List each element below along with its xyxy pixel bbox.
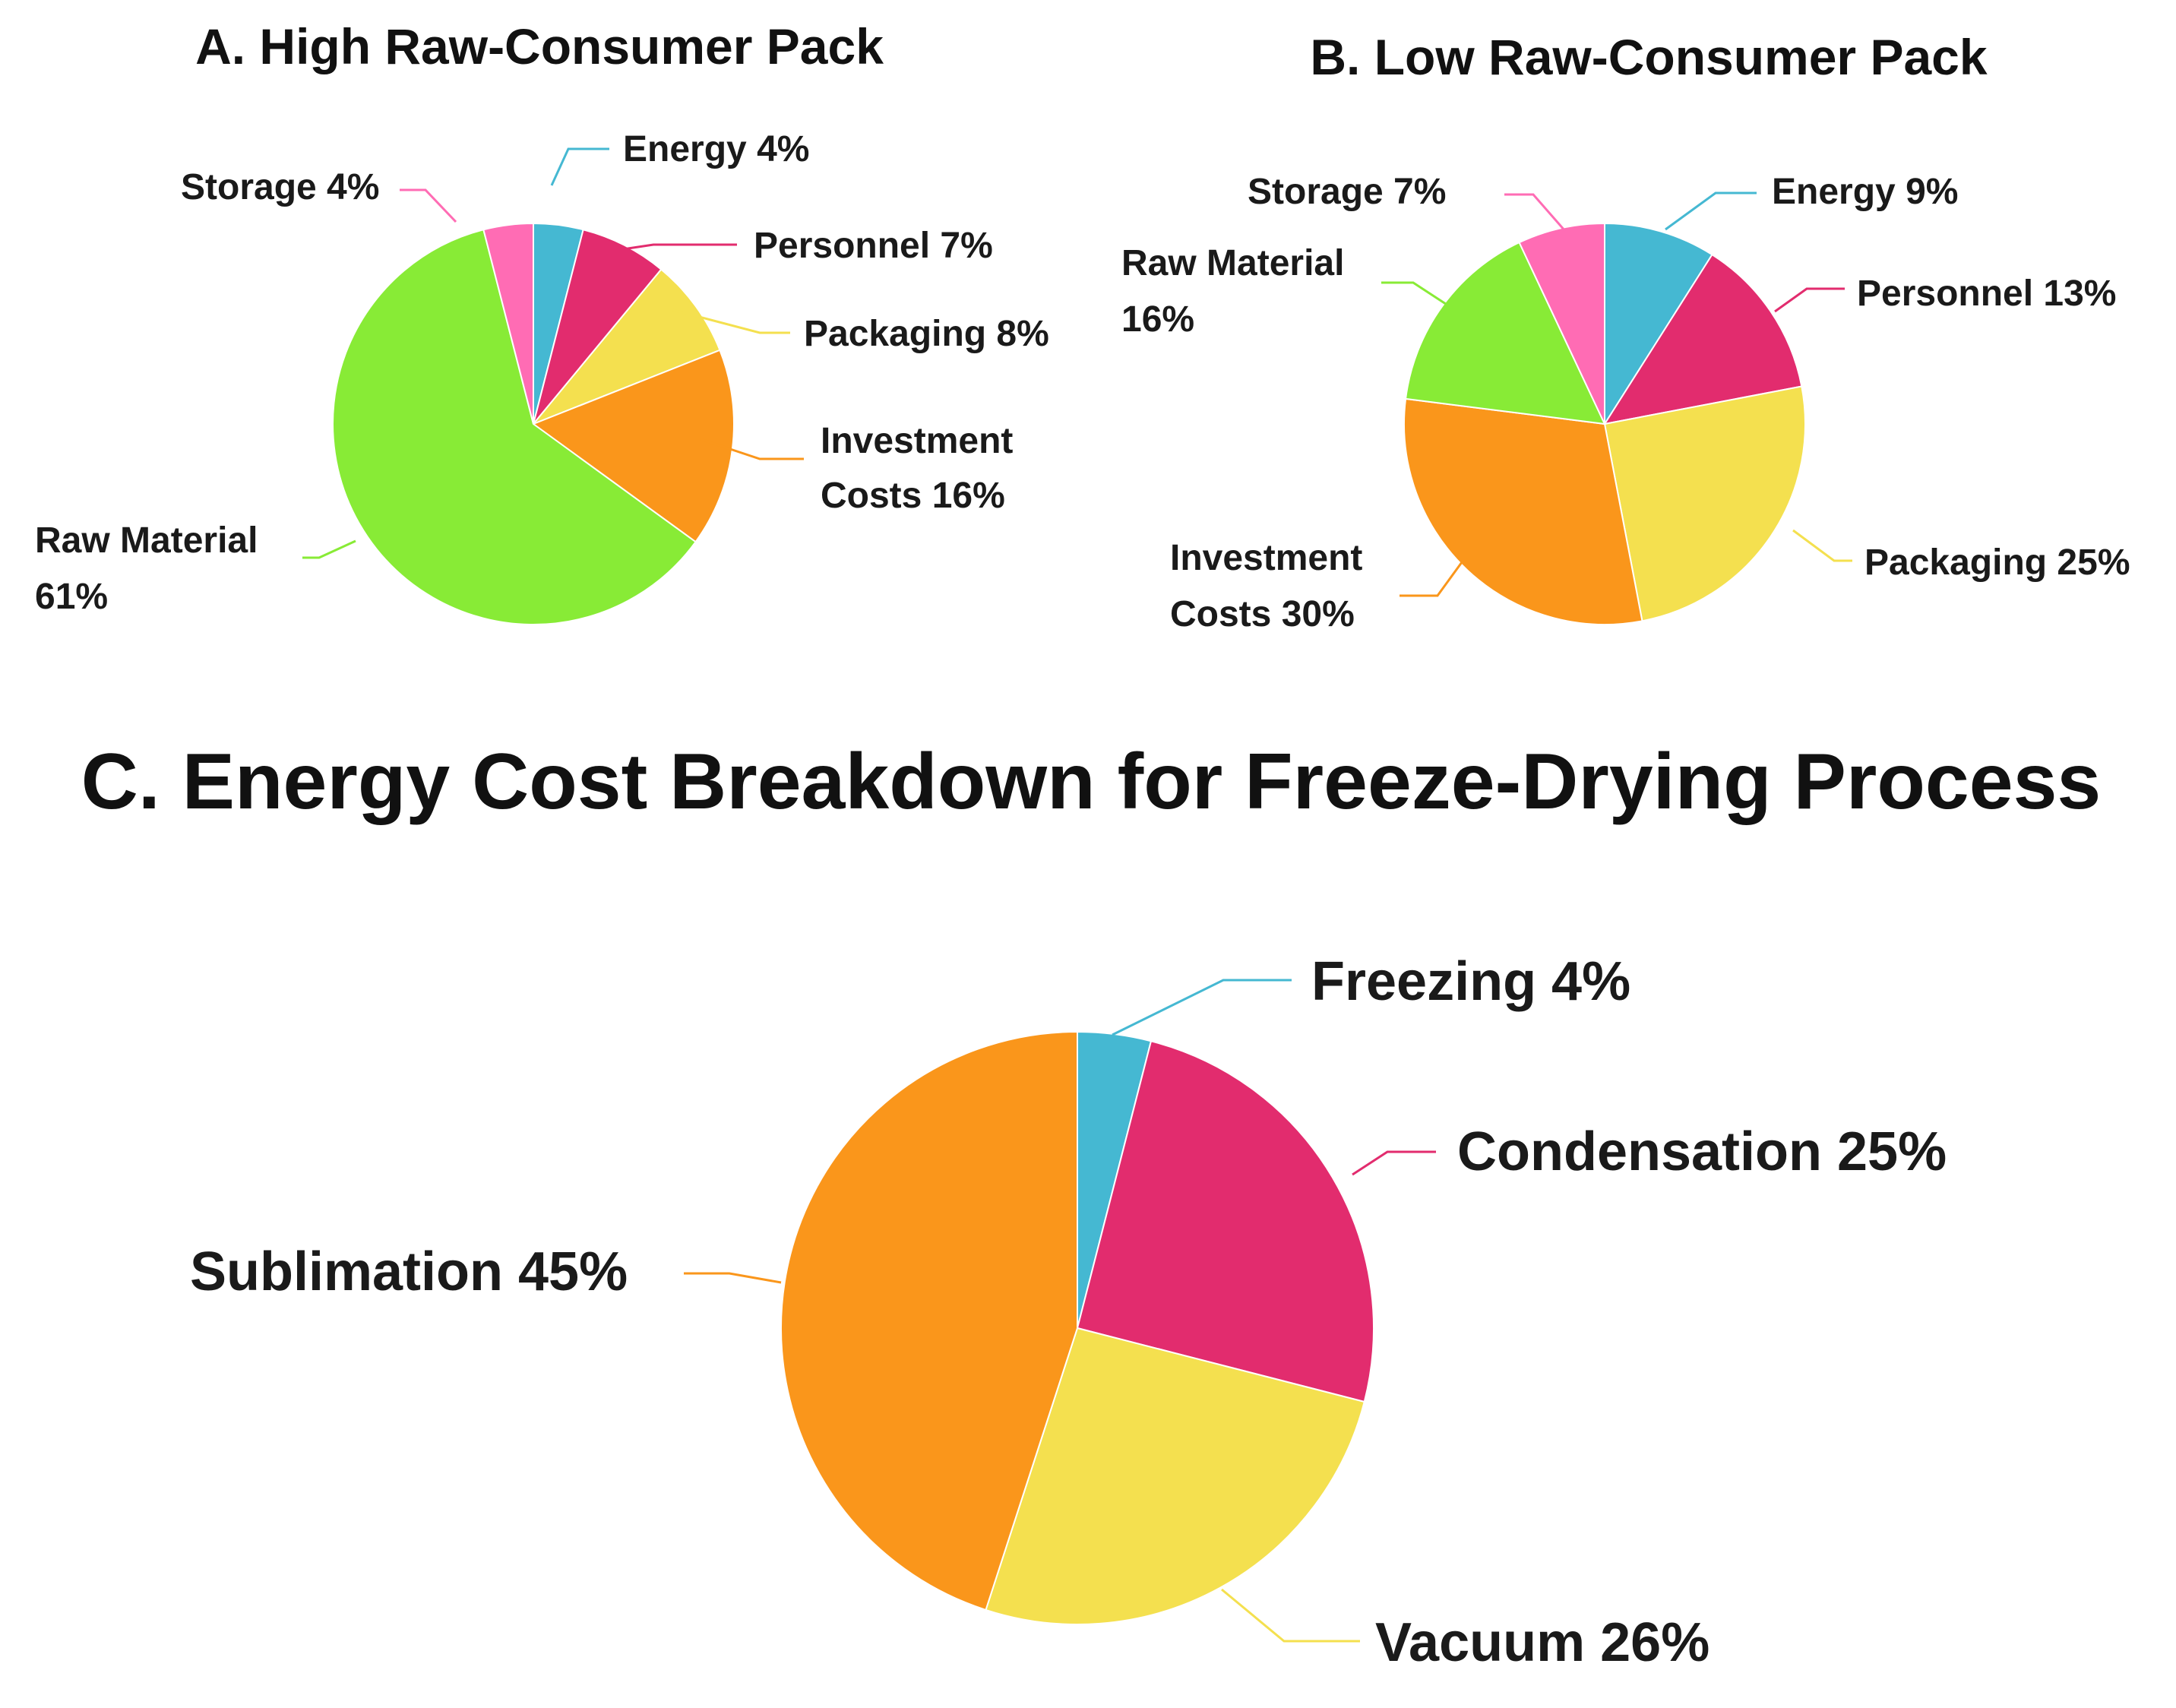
leader-line-storage: [400, 188, 457, 223]
pie-slice-vacuum: [985, 1327, 1365, 1625]
slice-label-freezing: Freezing 4%: [1311, 951, 1630, 1012]
slice-label-investment-costs-line2: Costs 30%: [1170, 594, 1355, 634]
leader-line-personnel: [622, 243, 737, 251]
slice-label-energy: Energy 9%: [1772, 172, 1958, 212]
pie-slice-raw-material: [1404, 241, 1606, 425]
slice-label-sublimation: Sublimation 45%: [190, 1241, 628, 1302]
chart-a: A. High Raw-Consumer Pack Energy 4% Pers…: [35, 18, 1049, 625]
leader-line-investment-costs: [700, 438, 804, 460]
leader-line-sublimation: [684, 1272, 782, 1284]
leader-line-energy: [550, 147, 609, 186]
chart-b-labels: Energy 9% Personnel 13% Packaging 25% In…: [1121, 172, 2130, 634]
slice-label-condensation: Condensation 25%: [1457, 1121, 1947, 1182]
slice-label-packaging: Packaging 8%: [804, 314, 1049, 354]
pie-slice-investment-costs: [1403, 397, 1643, 625]
slice-label-storage: Storage 4%: [181, 167, 379, 207]
leader-line-raw-material: [302, 539, 356, 559]
pie-slice-personnel: [533, 229, 663, 425]
slice-label-raw-material-line1: Raw Material: [35, 520, 258, 561]
chart-c: C. Energy Cost Breakdown for Freeze-Dryi…: [81, 738, 2102, 1673]
leader-line-energy: [1665, 191, 1757, 231]
chart-a-pie: [332, 222, 735, 625]
leader-line-raw-material: [1381, 281, 1453, 310]
slice-label-investment-costs-line1: Investment: [1170, 538, 1362, 578]
slice-label-packaging: Packaging 25%: [1864, 542, 2130, 583]
chart-c-leaders: [684, 979, 1436, 1643]
leader-line-packaging: [1792, 529, 1852, 562]
chart-b-leaders: [1381, 191, 1852, 597]
slice-label-investment-costs: Investment Costs 16%: [821, 421, 1023, 516]
chart-a-leaders: [302, 147, 804, 559]
chart-c-title: C. Energy Cost Breakdown for Freeze-Dryi…: [81, 738, 2102, 826]
pie-slice-condensation: [1076, 1040, 1375, 1403]
chart-c-labels: Freezing 4% Condensation 25% Vacuum 26% …: [190, 951, 1947, 1673]
leader-line-storage: [1504, 193, 1567, 232]
leader-line-vacuum: [1221, 1588, 1360, 1643]
pie-slice-personnel: [1602, 253, 1803, 425]
slice-label-raw-material: Raw Material 16%: [1121, 243, 1355, 340]
slice-label-vacuum: Vacuum 26%: [1375, 1612, 1709, 1673]
leader-line-personnel: [1774, 287, 1845, 313]
pie-slice-sublimation: [780, 1030, 1078, 1612]
chart-c-pie: [780, 1030, 1375, 1625]
chart-b-title: B. Low Raw-Consumer Pack: [1310, 29, 1987, 85]
pie-slice-storage: [1518, 222, 1605, 425]
slice-label-storage: Storage 7%: [1248, 172, 1446, 212]
slice-label-raw-material-line2: 61%: [35, 577, 108, 617]
slice-label-investment-costs: Investment Costs 30%: [1170, 538, 1373, 634]
slice-label-investment-costs-line2: Costs 16%: [821, 476, 1005, 516]
pie-slice-packaging: [533, 268, 721, 425]
chart-a-title: A. High Raw-Consumer Pack: [195, 18, 884, 74]
pie-slice-packaging: [1603, 385, 1806, 622]
chart-a-labels: Energy 4% Personnel 7% Packaging 8% Inve…: [35, 129, 1049, 617]
slice-label-personnel: Personnel 13%: [1857, 274, 2116, 314]
pie-slice-raw-material: [332, 229, 697, 625]
leader-line-freezing: [1112, 979, 1292, 1036]
slice-label-energy: Energy 4%: [623, 129, 809, 169]
pie-slice-energy: [1604, 222, 1713, 427]
chart-b-pie: [1403, 222, 1806, 625]
slice-label-personnel: Personnel 7%: [754, 226, 993, 266]
slice-label-raw-material-line2: 16%: [1121, 299, 1194, 340]
leader-line-investment-costs: [1400, 561, 1463, 597]
slice-label-raw-material: Raw Material 61%: [35, 520, 268, 617]
pie-slice-storage: [482, 222, 534, 425]
chart-b: B. Low Raw-Consumer Pack Energy 9% Perso…: [1121, 29, 2130, 634]
slice-label-raw-material-line1: Raw Material: [1121, 243, 1344, 283]
slice-label-investment-costs-line1: Investment: [821, 421, 1013, 461]
leader-line-condensation: [1352, 1150, 1436, 1176]
leader-line-packaging: [672, 308, 790, 334]
